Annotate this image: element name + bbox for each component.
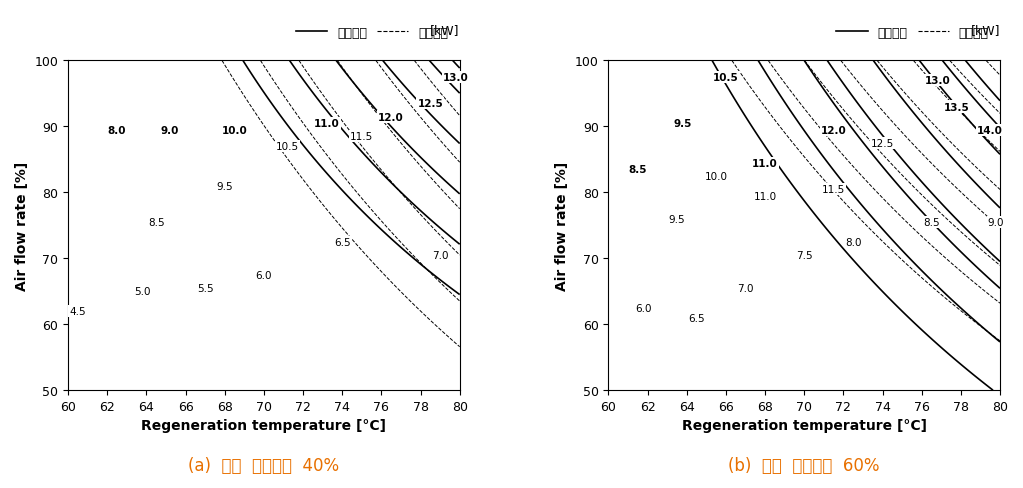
Text: 5.0: 5.0 <box>134 286 150 297</box>
Text: 6.5: 6.5 <box>333 237 351 247</box>
Text: 11.0: 11.0 <box>752 159 777 168</box>
Text: 7.0: 7.0 <box>432 250 448 261</box>
Text: 14.0: 14.0 <box>977 125 1004 136</box>
Text: 8.5: 8.5 <box>628 165 648 175</box>
Text: 11.0: 11.0 <box>754 191 776 201</box>
Y-axis label: Air flow rate [%]: Air flow rate [%] <box>555 162 570 290</box>
X-axis label: Regeneration temperature [°C]: Regeneration temperature [°C] <box>141 419 387 432</box>
Text: 9.5: 9.5 <box>217 182 233 191</box>
Text: 11.0: 11.0 <box>314 119 340 129</box>
X-axis label: Regeneration temperature [°C]: Regeneration temperature [°C] <box>681 419 927 432</box>
Text: 13.0: 13.0 <box>925 76 950 86</box>
Text: [kW]: [kW] <box>971 23 1000 37</box>
Text: 5.5: 5.5 <box>196 284 214 293</box>
Text: 13.5: 13.5 <box>944 102 970 112</box>
Text: (b)  외기  상대습도  60%: (b) 외기 상대습도 60% <box>728 456 880 474</box>
Text: 6.0: 6.0 <box>256 270 272 280</box>
Text: 6.0: 6.0 <box>635 303 652 313</box>
Text: 9.0: 9.0 <box>988 218 1005 227</box>
Text: [kW]: [kW] <box>431 23 459 37</box>
Text: 10.5: 10.5 <box>276 142 299 152</box>
Text: 10.0: 10.0 <box>222 125 248 136</box>
Text: 8.5: 8.5 <box>923 218 940 227</box>
Text: 12.5: 12.5 <box>417 99 443 109</box>
Text: 6.5: 6.5 <box>688 313 705 323</box>
Text: 9.5: 9.5 <box>669 214 685 224</box>
Text: 11.5: 11.5 <box>821 184 845 195</box>
Y-axis label: Air flow rate [%]: Air flow rate [%] <box>15 162 29 290</box>
Text: (a)  외기  상대습도  40%: (a) 외기 상대습도 40% <box>188 456 340 474</box>
Text: 10.0: 10.0 <box>705 171 727 182</box>
Text: 9.5: 9.5 <box>674 119 692 129</box>
Text: 4.5: 4.5 <box>70 306 86 316</box>
Text: 13.0: 13.0 <box>443 73 469 83</box>
Text: 10.5: 10.5 <box>713 73 739 83</box>
Text: 8.0: 8.0 <box>845 237 861 247</box>
Text: 12.0: 12.0 <box>379 112 404 122</box>
Text: 12.0: 12.0 <box>820 125 846 136</box>
Text: 7.0: 7.0 <box>738 284 754 293</box>
Legend: 재생열량, 제습열량: 재생열량, 제습열량 <box>291 21 453 44</box>
Text: 12.5: 12.5 <box>871 139 894 148</box>
Text: 8.0: 8.0 <box>107 125 127 136</box>
Text: 8.5: 8.5 <box>148 218 165 227</box>
Text: 11.5: 11.5 <box>350 132 373 142</box>
Text: 7.5: 7.5 <box>796 250 812 261</box>
Legend: 재생열량, 제습열량: 재생열량, 제습열량 <box>832 21 993 44</box>
Text: 9.0: 9.0 <box>161 125 179 136</box>
